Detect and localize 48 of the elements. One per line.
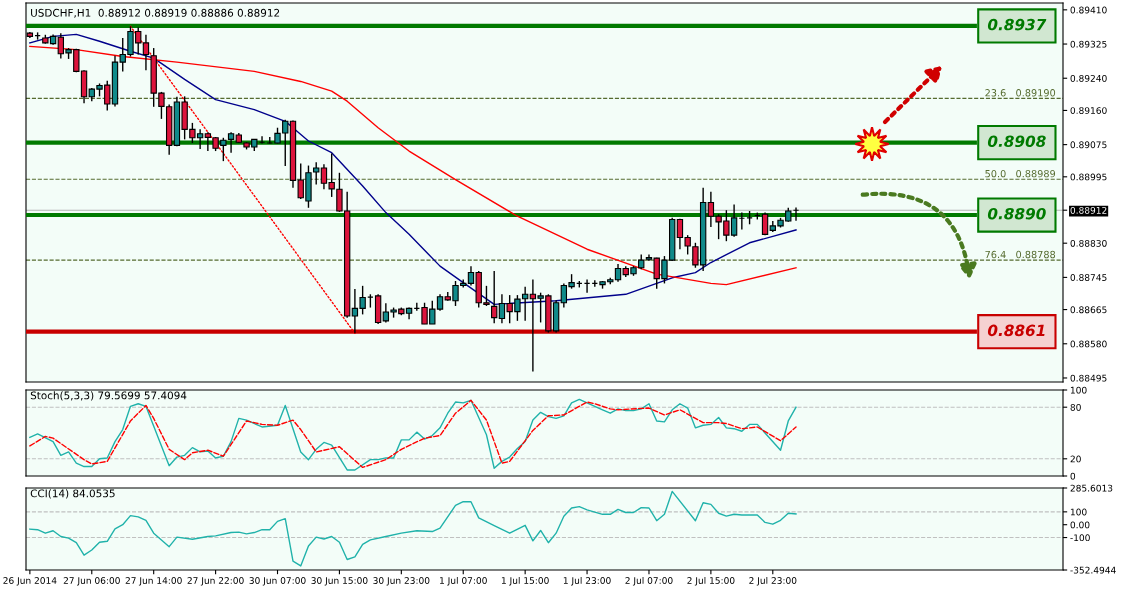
y-tick-label: 0 — [1070, 472, 1076, 480]
y-tick-label: 0.89240 — [1070, 74, 1107, 82]
chart-title: USDCHF,H1 0.88912 0.88919 0.88886 0.88912 — [31, 8, 280, 18]
x-tick-label: 27 Jun 06:00 — [63, 577, 120, 586]
y-tick-label: -100 — [1070, 534, 1090, 542]
y-tick-label: -352.4944 — [1070, 566, 1116, 574]
x-tick-label: 27 Jun 22:00 — [187, 577, 244, 586]
ref-line-label: 76.4 0.88788 — [985, 250, 1056, 259]
x-tick-label: 30 Jun 23:00 — [373, 577, 430, 586]
y-tick-label: 80 — [1070, 403, 1081, 411]
y-tick-label: 0.88912 — [1070, 206, 1107, 214]
y-tick-label: 0.88995 — [1070, 173, 1107, 181]
line-series — [29, 490, 797, 567]
y-tick-label: 0.00 — [1070, 521, 1090, 529]
y-tick-label: 0.88830 — [1070, 239, 1107, 247]
x-tick-label: 30 Jun 15:00 — [311, 577, 368, 586]
ref-line-label: 0.8890 — [987, 207, 1046, 220]
candlestick — [142, 34, 150, 71]
y-tick-label: 0.89325 — [1070, 40, 1107, 48]
candlestick — [227, 131, 235, 154]
y-tick-label: 20 — [1070, 455, 1081, 463]
ref-line-label: 0.8861 — [987, 324, 1045, 337]
y-tick-label: 285.6013 — [1070, 484, 1113, 492]
y-tick-label: 0.89160 — [1070, 107, 1107, 114]
y-tick-label: 100 — [1070, 386, 1087, 394]
ref-line-label: 23.6 0.89190 — [985, 89, 1056, 97]
x-tick-label: 1 Jul 15:00 — [501, 576, 549, 586]
y-tick-label: 0.88580 — [1070, 340, 1107, 348]
x-tick-label: 26 Jun 2014 — [3, 577, 57, 586]
y-tick-label: 0.88745 — [1070, 274, 1107, 281]
y-tick-label: 0.88665 — [1070, 306, 1107, 314]
y-tick-label: 0.89410 — [1070, 6, 1107, 14]
x-tick-label: 2 Jul 15:00 — [687, 576, 735, 586]
ref-line-label: 0.8937 — [987, 18, 1047, 31]
ref-line-label: 50.0 0.88989 — [985, 169, 1056, 178]
x-tick-label: 1 Jul 23:00 — [563, 576, 611, 586]
x-tick-label: 2 Jul 07:00 — [625, 576, 673, 586]
chart-title: Stoch(5,3,3) 79.5699 57.4094 — [30, 391, 187, 401]
y-tick-label: 100 — [1070, 508, 1087, 516]
ref-line-label: 0.8908 — [987, 135, 1046, 148]
x-tick-label: 2 Jul 23:00 — [749, 576, 797, 586]
x-tick-label: 27 Jun 14:00 — [125, 577, 182, 586]
chart-title: CCI(14) 84.0535 — [30, 489, 115, 499]
y-tick-label: 0.88495 — [1070, 374, 1107, 382]
x-tick-label: 1 Jul 07:00 — [440, 576, 487, 586]
x-tick-label: 30 Jun 07:00 — [249, 577, 306, 586]
candlestick — [491, 270, 498, 324]
y-tick-label: 0.89075 — [1070, 141, 1107, 149]
